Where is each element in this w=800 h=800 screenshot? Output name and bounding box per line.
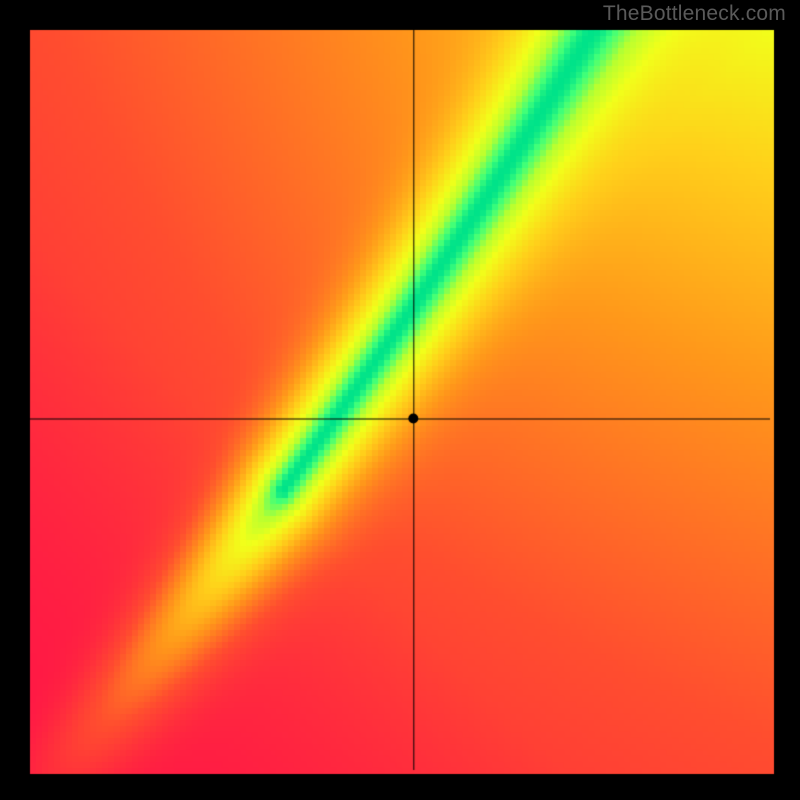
watermark-text: TheBottleneck.com [603, 2, 786, 26]
heatmap-canvas [0, 0, 800, 800]
